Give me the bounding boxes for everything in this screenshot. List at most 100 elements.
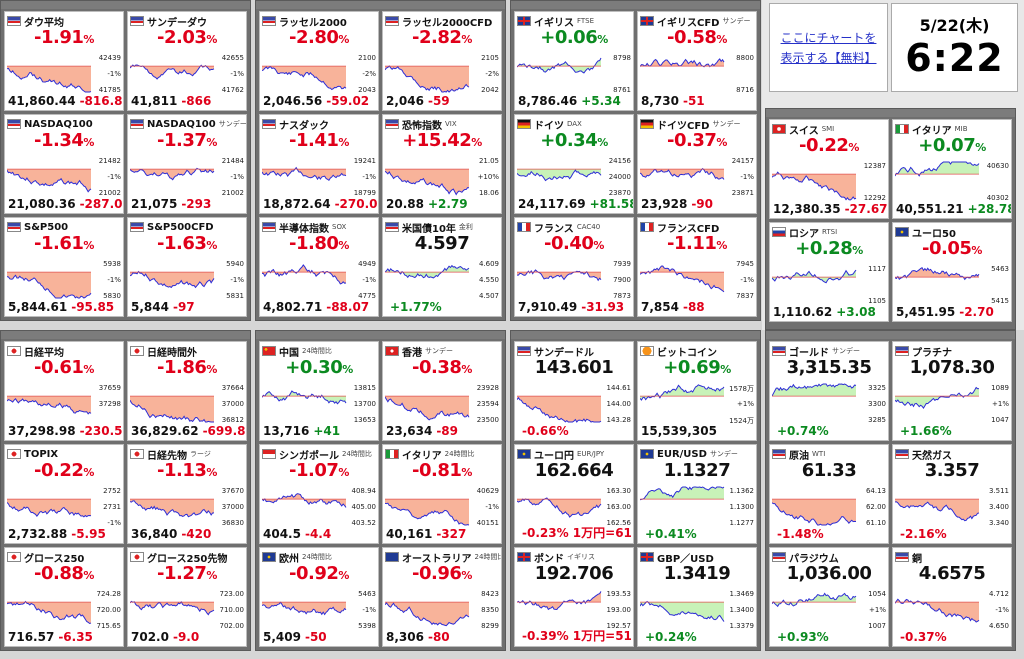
market-tile[interactable]: シンガポール 24時間比 -1.07% 408.94 405.00 403.52…: [259, 444, 379, 544]
sparkline-chart: [7, 498, 92, 518]
sparkline-line: [130, 600, 215, 616]
axis-bottom-label: 18.06: [478, 189, 499, 197]
market-tile[interactable]: グロース250先物 -1.27% 723.00 710.00 702.00 70…: [127, 547, 247, 647]
market-tile[interactable]: S&P500 -1.61% 5938 -1% 5830 5,844.61 -95.…: [4, 217, 124, 317]
price-value: 7,854: [641, 300, 679, 314]
market-tile[interactable]: 欧州 24時間比 -0.92% 5463 -1% 5398 5,409 -50: [259, 547, 379, 647]
sparkline-line: [895, 501, 980, 522]
price-row: 5,844.61 -95.85: [8, 300, 114, 314]
market-tile[interactable]: フランスCFD -1.11% 7945 -1% 7837 7,854 -88: [637, 217, 757, 317]
axis-top-label: 7939: [613, 260, 631, 268]
market-tile[interactable]: 原油 WTI 61.33 64.13 62.00 61.10 -1.48%: [769, 444, 889, 544]
change-number: -0.22: [799, 135, 849, 156]
market-tile[interactable]: NASDAQ100 サンデー -1.37% 21484 -1% 21002 21…: [127, 114, 247, 214]
market-tile[interactable]: S&P500CFD -1.63% 5940 -1% 5831 5,844 -97: [127, 217, 247, 317]
price-value: 23,634: [386, 424, 433, 438]
market-tile[interactable]: ユーロ50 -0.05% 5463 5415 5,451.95 -2.70: [892, 222, 1012, 322]
market-tile[interactable]: イギリス FTSE +0.06% 8798 8761 8,786.46 +5.34: [514, 11, 634, 111]
price-row: 21,075 -293: [131, 197, 211, 211]
change-value: -1.13%: [128, 461, 246, 483]
market-panel: ゴールド サンデー 3,315.35 3325 3300 3285 +0.74%…: [765, 330, 1016, 651]
change-number: 1,036.00: [786, 563, 872, 584]
market-tile[interactable]: ナスダック -1.41% 19241 -1% 18799 18,872.64 -2…: [259, 114, 379, 214]
change-number: -0.40: [544, 233, 594, 254]
price-row: 23,634 -89: [386, 424, 458, 438]
market-tile[interactable]: 天然ガス 3.357 3.511 3.400 3.340 -2.16%: [892, 444, 1012, 544]
market-tile[interactable]: 恐怖指数 VIX +15.42% 21.05 +10% 18.06 20.88 +…: [382, 114, 502, 214]
sparkline-line: [130, 167, 215, 181]
change-value: 61.33: [770, 461, 888, 483]
market-tile[interactable]: 日経平均 -0.61% 37659 37298 37,298.98-230.51: [4, 341, 124, 441]
change-unit: %: [83, 239, 94, 252]
price-value: 8,306: [386, 630, 424, 644]
market-tile[interactable]: ラッセル2000 -2.80% 2100 -2% 2043 2,046.56 -5…: [259, 11, 379, 111]
sparkline-area: [517, 269, 601, 281]
sparkline-line: [130, 500, 215, 518]
tile-name: シンガポール: [279, 450, 339, 462]
market-tile[interactable]: GBP／USD 1.3419 1.3469 1.3400 1.3379 +0.2…: [637, 547, 757, 647]
market-tile[interactable]: 銅 4.6575 4.712 -1% 4.650 -0.37%: [892, 547, 1012, 647]
axis-bottom-label: 23870: [608, 189, 631, 197]
market-tile[interactable]: イギリスCFD サンデー -0.58% 8800 8716 8,730 -51: [637, 11, 757, 111]
market-tile[interactable]: グロース250 -0.88% 724.28 720.00 715.65 716.…: [4, 547, 124, 647]
market-tile[interactable]: ロシア RTSI +0.28% 1117 1105 1,110.62 +3.08: [769, 222, 889, 322]
market-tile[interactable]: サンデードル 143.601 144.61 144.00 143.28 -0.6…: [514, 341, 634, 441]
market-tile[interactable]: ビットコイン +0.69% 1578万 +1% 1524万 15,539,305: [637, 341, 757, 441]
sparkline-chart: [772, 592, 857, 608]
market-tile[interactable]: スイス SMI -0.22% 12387 12292 12,380.35 -27.…: [769, 119, 889, 219]
market-tile[interactable]: 中国 24時間比 +0.30% 13815 13700 13653 13,716…: [259, 341, 379, 441]
tile-name: ゴールド: [789, 347, 829, 359]
axis-mid-label: +1%: [869, 606, 886, 614]
market-tile[interactable]: ドイツCFD サンデー -0.37% 24157 -1% 23871 23,92…: [637, 114, 757, 214]
price-diff: -293: [181, 197, 212, 211]
axis-bottom-label: 7837: [736, 292, 754, 300]
market-tile[interactable]: サンデーダウ -2.03% 42655 -1% 41762 41,811 -866: [127, 11, 247, 111]
tile-subtitle: 24時間比: [302, 553, 332, 561]
market-tile[interactable]: オーストラリア 24時間比 -0.96% 8423 8350 8299 8,30…: [382, 547, 502, 647]
market-tile[interactable]: 日経時間外 -1.86% 37664 37000 36812 36,829.62…: [127, 341, 247, 441]
flag-icon: [517, 222, 531, 232]
market-tile[interactable]: ユーロ円 EUR/JPY 162.664 163.30 163.00 162.5…: [514, 444, 634, 544]
market-tile[interactable]: EUR/USD サンデー 1.1327 1.1362 1.1300 1.1277…: [637, 444, 757, 544]
price-diff: -287.01: [79, 197, 123, 211]
promo-link[interactable]: ここにチャートを 表示する【無料】: [769, 3, 888, 92]
sparkline-line: [262, 390, 347, 405]
axis-top-label: 2105: [481, 54, 499, 62]
market-tile[interactable]: パラジウム 1,036.00 1054 +1% 1007 +0.93%: [769, 547, 889, 647]
market-tile[interactable]: 半導体指数 SOX -1.80% 4949 -1% 4775 4,802.71-…: [259, 217, 379, 317]
axis-bottom-label: 143.28: [606, 416, 632, 424]
change-number: -0.81: [412, 460, 462, 481]
sparkline-chart: [262, 601, 347, 616]
sparkline-line: [640, 384, 725, 401]
market-tile[interactable]: 日経先物 ラージ -1.13% 37670 37000 36830 36,840…: [127, 444, 247, 544]
market-tile[interactable]: ダウ平均 -1.91% 42439 -1% 41785 41,860.44 -81…: [4, 11, 124, 111]
axis-bottom-label: 21002: [98, 189, 121, 197]
change-unit: %: [461, 569, 472, 582]
axis-top-label: 1.1362: [729, 487, 755, 495]
axis-bottom-label: 7873: [613, 292, 631, 300]
market-tile[interactable]: 米国債10年 金利 4.597 4.609 4.550 4.507 +1.77%: [382, 217, 502, 317]
market-tile[interactable]: 香港 サンデー -0.38% 23928 23594 23500 23,634-…: [382, 341, 502, 441]
market-tile[interactable]: TOPIX -0.22% 2752 2731 -1% 2,732.88 -5.95: [4, 444, 124, 544]
tile-subtitle: CAC40: [576, 223, 601, 231]
change-value: -1.11%: [638, 234, 756, 256]
flag-icon: [262, 16, 276, 26]
market-tile[interactable]: フランス CAC40 -0.40% 7939 7900 7873 7,910.4…: [514, 217, 634, 317]
market-tile[interactable]: ドイツ DAX +0.34% 24156 24000 23870 24,117.…: [514, 114, 634, 214]
tile-header: グロース250先物: [130, 550, 244, 565]
market-tile[interactable]: NASDAQ100 -1.34% 21482 -1% 21002 21,080.…: [4, 114, 124, 214]
market-tile[interactable]: イタリア 24時間比 -0.81% 40629 -1% 40151 40,161…: [382, 444, 502, 544]
market-tile[interactable]: ポンド イギリス 192.706 193.53 193.00 192.57 -0…: [514, 547, 634, 647]
change-unit: %: [206, 363, 217, 376]
flag-icon: [772, 124, 786, 134]
market-tile[interactable]: ゴールド サンデー 3,315.35 3325 3300 3285 +0.74%: [769, 341, 889, 441]
market-tile[interactable]: プラチナ 1,078.30 1089 +1% 1047 +1.66%: [892, 341, 1012, 441]
market-tile[interactable]: イタリア MIB +0.07% 40630 40302 40,551.21 +28…: [892, 119, 1012, 219]
tile-header: ラッセル2000CFD: [385, 14, 499, 29]
market-tile[interactable]: ラッセル2000CFD -2.82% 2105 -2% 2042 2,046 -5…: [382, 11, 502, 111]
tile-name: イギリスCFD: [657, 17, 720, 29]
tile-header: オーストラリア 24時間比: [385, 550, 501, 565]
price-value: 40,161: [386, 527, 433, 541]
tile-header: 米国債10年 金利: [385, 220, 499, 235]
change-value: -0.92%: [260, 564, 378, 586]
